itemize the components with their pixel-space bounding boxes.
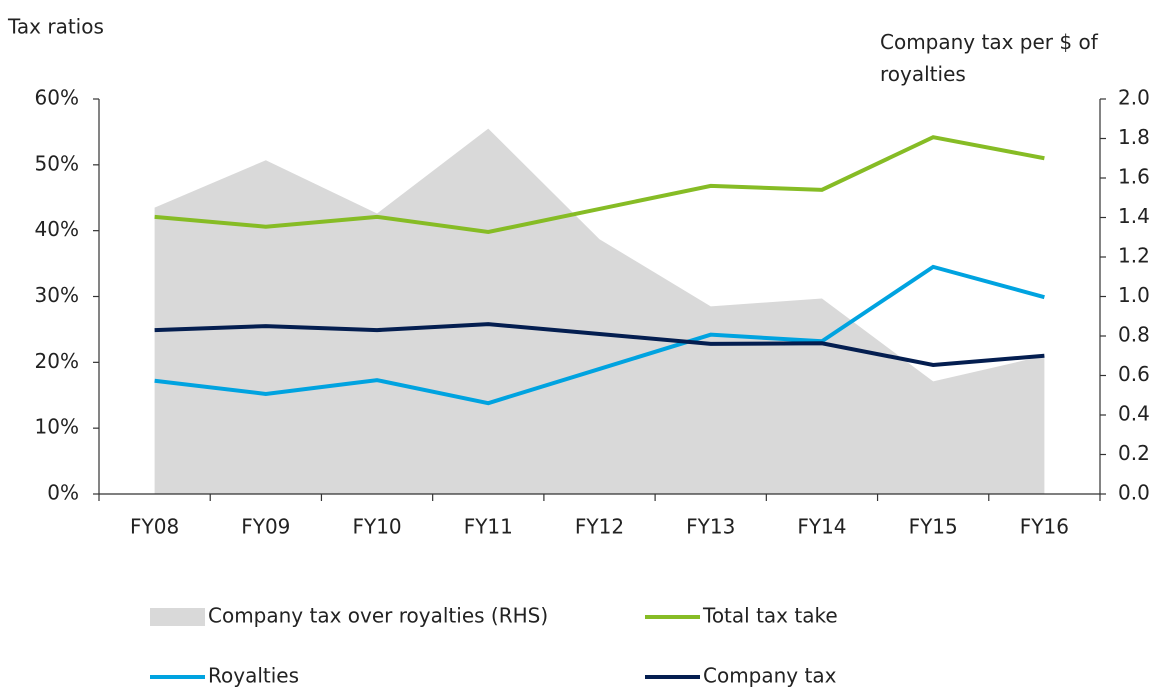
x-tick-label: FY12 — [575, 515, 624, 539]
y2-tick-label: 1.8 — [1118, 125, 1150, 149]
y2-tick-label: 0.0 — [1118, 481, 1150, 505]
x-tick-label: FY09 — [241, 515, 290, 539]
y2-tick-label: 0.4 — [1118, 402, 1150, 426]
legend-swatch — [150, 608, 205, 626]
y2-tick-label: 1.2 — [1118, 244, 1150, 268]
y2-tick-label: 1.6 — [1118, 165, 1150, 189]
area — [154, 128, 1045, 494]
x-tick-label: FY11 — [464, 515, 513, 539]
x-tick-label: FY15 — [909, 515, 958, 539]
y-axis-title: Tax ratios — [7, 15, 104, 39]
x-tick-label: FY14 — [797, 515, 846, 539]
y2-tick-label: 2.0 — [1118, 86, 1150, 110]
legend-label: Total tax take — [702, 604, 838, 628]
x-tick-label: FY13 — [686, 515, 735, 539]
legend-label: Royalties — [208, 664, 299, 688]
x-tick-label: FY10 — [352, 515, 401, 539]
x-tick-label: FY08 — [130, 515, 179, 539]
y-tick-label: 30% — [35, 283, 79, 307]
y2-tick-label: 1.4 — [1118, 204, 1150, 228]
y2-axis-title: Company tax per $ of royalties — [880, 30, 1098, 86]
y-tick-label: 60% — [35, 86, 79, 110]
x-tick-label: FY16 — [1020, 515, 1069, 539]
y-tick-label: 50% — [35, 151, 79, 175]
line — [154, 264, 1045, 406]
y2-tick-label: 0.8 — [1118, 323, 1150, 347]
legend-label: Company tax over royalties (RHS) — [208, 604, 548, 628]
y-tick-label: 10% — [35, 415, 79, 439]
y2-tick-label: 0.2 — [1118, 441, 1150, 465]
y2-tick-label: 1.0 — [1118, 283, 1150, 307]
legend-label: Company tax — [703, 664, 837, 688]
y-tick-label: 0% — [47, 481, 79, 505]
line — [154, 135, 1045, 235]
line — [154, 322, 1045, 367]
y2-tick-label: 0.6 — [1118, 362, 1150, 386]
y-tick-label: 40% — [35, 217, 79, 241]
y-tick-label: 20% — [35, 349, 79, 373]
